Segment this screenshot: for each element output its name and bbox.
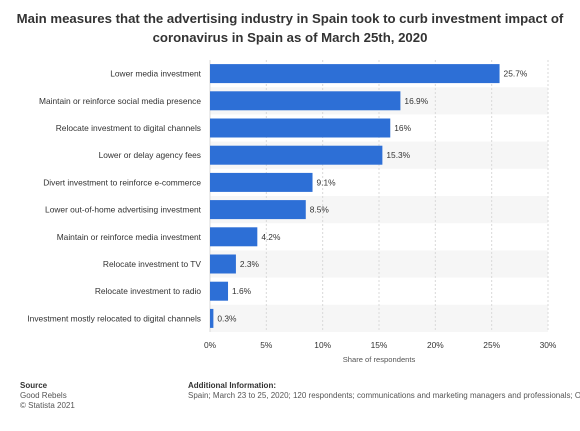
additional-info-block: Additional Information: Spain; March 23 …: [188, 381, 580, 401]
category-label: Relocate investment to digital channels: [56, 123, 201, 133]
value-label: 1.6%: [232, 286, 252, 296]
category-label: Relocate investment to radio: [95, 286, 201, 296]
bar: [210, 200, 306, 220]
x-tick-label: 10%: [314, 340, 331, 350]
bar: [210, 64, 500, 84]
category-label: Lower or delay agency fees: [99, 150, 201, 160]
x-tick-label: 15%: [371, 340, 388, 350]
bar: [210, 254, 236, 274]
x-tick-label: 5%: [260, 340, 273, 350]
additional-info-heading: Additional Information:: [188, 381, 276, 390]
category-label: Maintain or reinforce media investment: [57, 232, 202, 242]
bar: [210, 227, 258, 247]
bar: [210, 118, 391, 138]
value-label: 25.7%: [504, 69, 528, 79]
value-label: 8.5%: [310, 205, 330, 215]
source-name: Good Rebels: [20, 391, 67, 400]
category-label: Divert investment to reinforce e-commerc…: [43, 177, 201, 187]
value-label: 16.9%: [404, 96, 428, 106]
bar: [210, 172, 313, 192]
value-label: 15.3%: [386, 150, 410, 160]
category-label: Lower out-of-home advertising investment: [45, 205, 202, 215]
x-tick-label: 25%: [483, 340, 500, 350]
bar: [210, 91, 401, 111]
source-heading: Source: [20, 381, 48, 390]
category-label: Maintain or reinforce social media prese…: [39, 96, 201, 106]
value-label: 0.3%: [217, 313, 237, 323]
chart-title: Main measures that the advertising indus…: [16, 11, 564, 45]
category-label: Investment mostly relocated to digital c…: [27, 313, 201, 323]
category-label: Relocate investment to TV: [103, 259, 201, 269]
value-label: 9.1%: [317, 177, 337, 187]
additional-info-text: Spain; March 23 to 25, 2020; 120 respond…: [188, 391, 580, 400]
value-label: 16%: [394, 123, 411, 133]
x-axis-title: Share of respondents: [343, 355, 416, 364]
source-block: Source Good Rebels © Statista 2021: [20, 381, 75, 411]
value-label: 4.2%: [261, 232, 281, 242]
x-tick-label: 30%: [540, 340, 557, 350]
bar: [210, 281, 229, 301]
value-label: 2.3%: [240, 259, 260, 269]
x-tick-label: 20%: [427, 340, 444, 350]
x-tick-label: 0%: [204, 340, 217, 350]
bar: [210, 308, 214, 328]
copyright: © Statista 2021: [20, 401, 75, 410]
category-label: Lower media investment: [110, 69, 201, 79]
bar: [210, 145, 383, 165]
